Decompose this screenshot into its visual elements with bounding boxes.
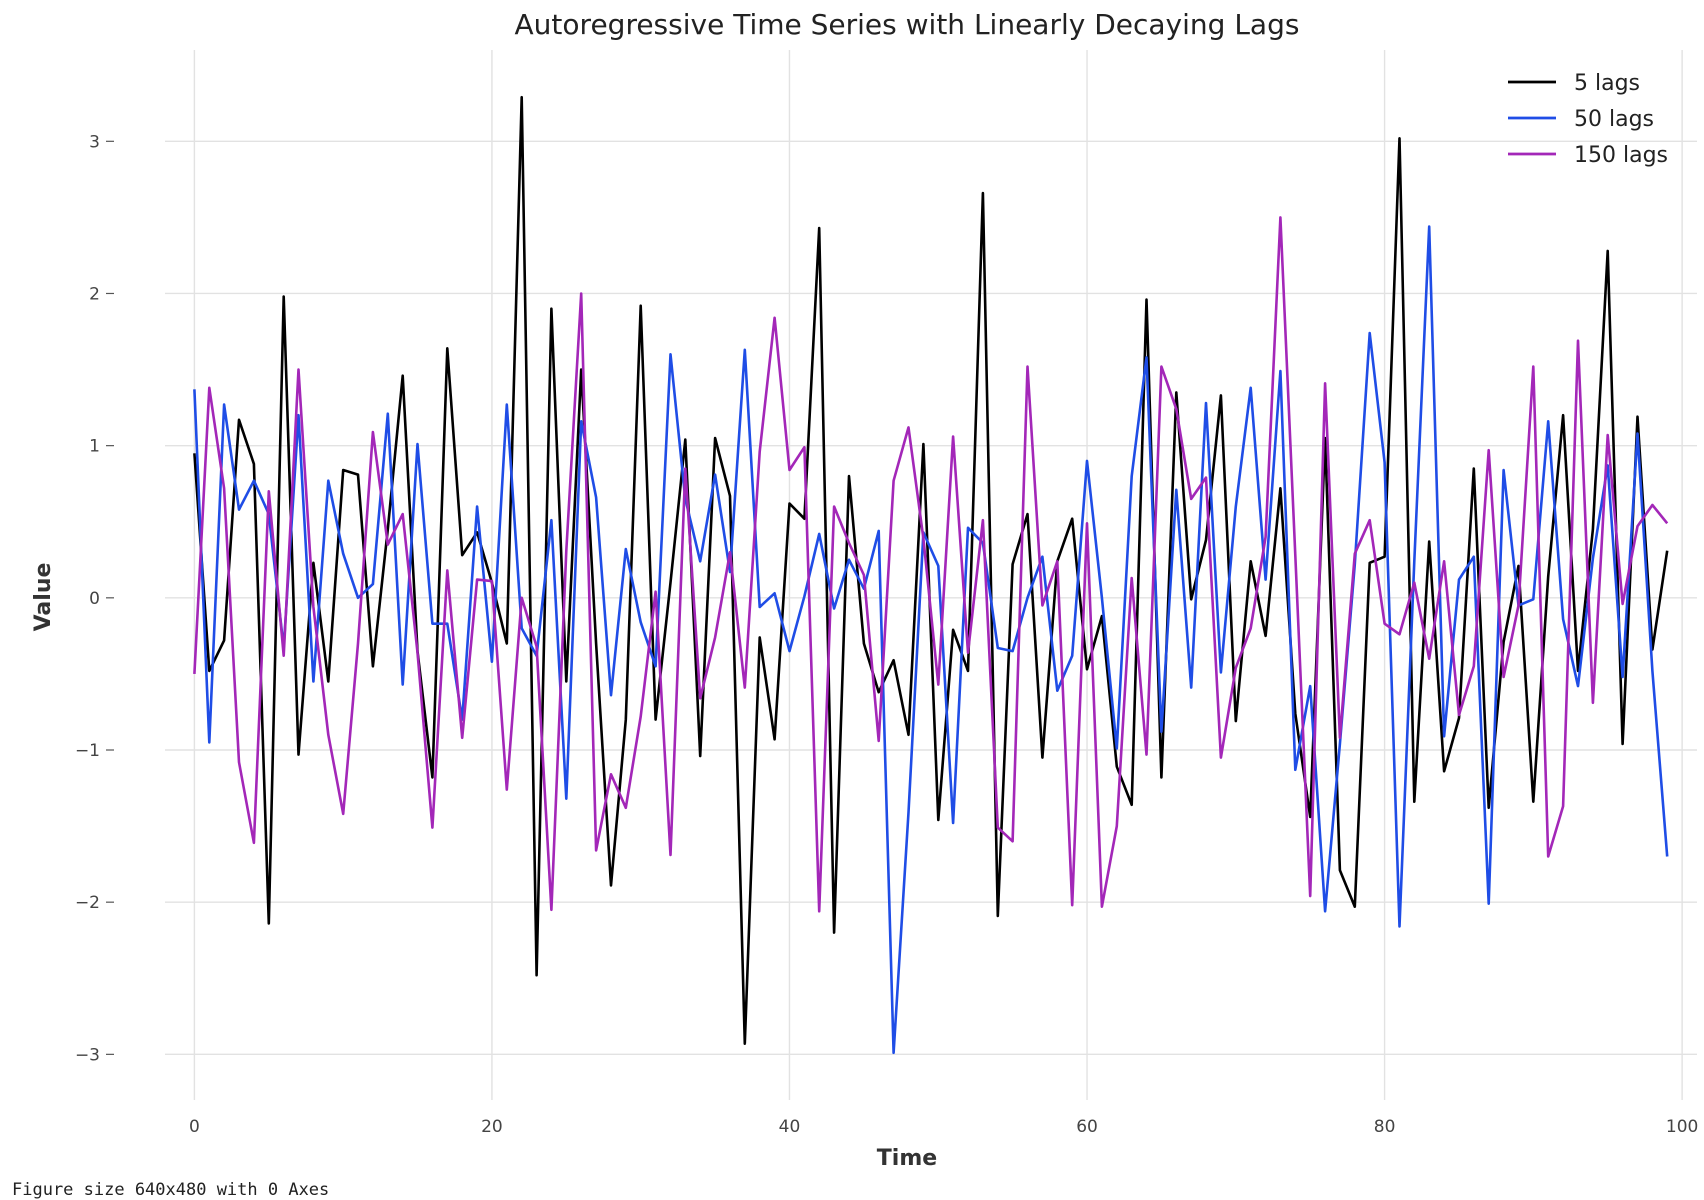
legend: 5 lags 50 lags 150 lags <box>1508 71 1668 168</box>
x-tick-label: 40 <box>779 1117 801 1137</box>
y-axis-label: Value <box>31 563 56 632</box>
legend-label: 50 lags <box>1574 107 1654 132</box>
y-tick-label: 2 <box>89 284 100 304</box>
legend-label: 150 lags <box>1574 143 1668 168</box>
y-tick-label: −2 <box>75 893 100 913</box>
series-line-2 <box>193 225 1669 1055</box>
chart-title: Autoregressive Time Series with Linearly… <box>515 8 1300 41</box>
y-tick-label: 0 <box>89 589 100 609</box>
y-axis-ticks: −3 −2 −1 0 1 2 3 <box>75 132 114 1065</box>
series-line-1 <box>193 95 1669 1045</box>
y-tick-label: −3 <box>75 1045 100 1065</box>
x-axis-label: Time <box>877 1146 937 1171</box>
series-group <box>193 95 1669 1055</box>
y-tick-label: −1 <box>75 741 100 761</box>
series-line-3 <box>193 216 1669 913</box>
x-tick-label: 100 <box>1666 1117 1698 1137</box>
x-axis-ticks: 0 20 40 60 80 100 <box>189 1117 1698 1137</box>
legend-label: 5 lags <box>1574 71 1640 96</box>
figure-size-note: Figure size 640x480 with 0 Axes <box>12 1180 330 1200</box>
gridlines <box>165 50 1697 1100</box>
x-tick-label: 60 <box>1076 1117 1098 1137</box>
y-tick-label: 3 <box>89 132 100 152</box>
y-tick-label: 1 <box>89 437 100 457</box>
x-tick-label: 20 <box>481 1117 503 1137</box>
x-tick-label: 80 <box>1374 1117 1396 1137</box>
x-tick-label: 0 <box>189 1117 200 1137</box>
